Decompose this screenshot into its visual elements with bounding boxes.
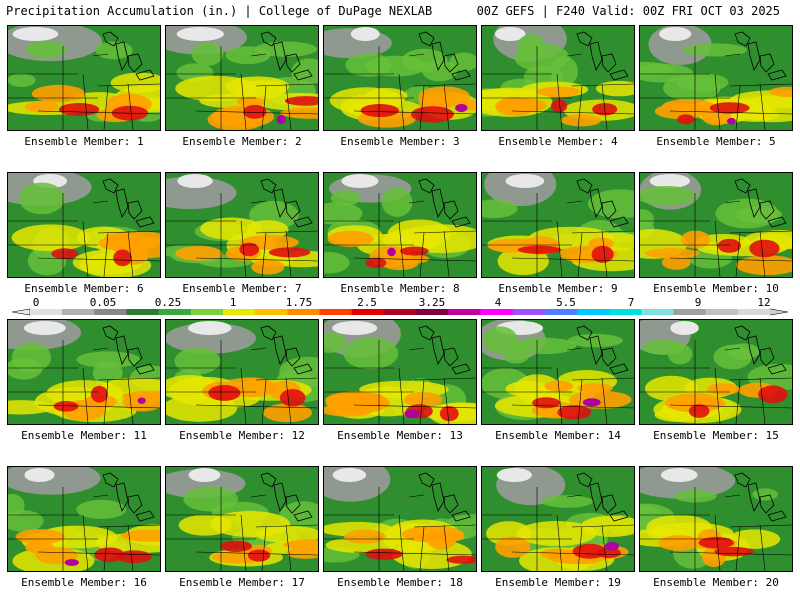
ensemble-member-map-17[interactable] [165,466,319,572]
scale-tick-label: 1 [230,296,237,309]
scale-swatch [448,309,481,315]
scale-swatch [609,309,642,315]
scale-swatch [30,309,63,315]
ensemble-member-label: Ensemble Member: 19 [495,576,621,589]
ensemble-member-map-3[interactable] [323,25,477,131]
scale-swatch [287,309,321,315]
ensemble-member-label: Ensemble Member: 18 [337,576,463,589]
scale-swatch [673,309,707,315]
scale-swatch [383,309,417,315]
scale-arrow-left [11,308,31,316]
color-scale-bar: 0 0.05 0.25 1 1.75 2.5 3.25 4 5.5 7 9 12 [11,296,789,316]
ensemble-member-label: Ensemble Member: 3 [340,135,460,148]
ensemble-member-label: Ensemble Member: 17 [179,576,305,589]
scale-swatch [62,309,95,315]
scale-tick-label: 5.5 [556,296,576,309]
scale-swatch [512,309,546,315]
scale-tick-label: 7 [628,296,635,309]
ensemble-member-label: Ensemble Member: 13 [337,429,463,442]
scale-arrow-right [769,308,789,316]
scale-tick-label: 9 [695,296,702,309]
ensemble-member-label: Ensemble Member: 5 [656,135,776,148]
scale-swatch [190,309,224,315]
ensemble-member-map-1[interactable] [7,25,161,131]
ensemble-member-label: Ensemble Member: 4 [498,135,618,148]
run-valid-time: 00Z GEFS | F240 Valid: 00Z FRI OCT 03 20… [476,4,780,18]
ensemble-member-map-20[interactable] [639,466,793,572]
ensemble-member-map-18[interactable] [323,466,477,572]
ensemble-member-label: Ensemble Member: 12 [179,429,305,442]
ensemble-member-map-7[interactable] [165,172,319,278]
ensemble-member-map-11[interactable] [7,319,161,425]
scale-swatch [158,309,192,315]
scale-swatch [351,309,385,315]
ensemble-member-label: Ensemble Member: 15 [653,429,779,442]
scale-tick-label: 0.05 [90,296,117,309]
ensemble-member-label: Ensemble Member: 9 [498,282,618,295]
ensemble-member-map-15[interactable] [639,319,793,425]
scale-swatch [126,309,160,315]
ensemble-member-map-10[interactable] [639,172,793,278]
scale-swatch [705,309,739,315]
ensemble-member-label: Ensemble Member: 10 [653,282,779,295]
scale-swatch [94,309,128,315]
ensemble-member-label: Ensemble Member: 14 [495,429,621,442]
ensemble-member-label: Ensemble Member: 1 [24,135,144,148]
scale-swatch [416,309,449,315]
scale-swatch [223,309,256,315]
map-title: Precipitation Accumulation (in.) | Colle… [6,4,433,18]
scale-swatch [480,309,514,315]
ensemble-member-map-14[interactable] [481,319,635,425]
scale-tick-label: 2.5 [357,296,377,309]
scale-tick-label: 3.25 [419,296,446,309]
scale-swatch [255,309,288,315]
scale-tick-label: 4 [495,296,502,309]
ensemble-member-map-4[interactable] [481,25,635,131]
ensemble-member-map-12[interactable] [165,319,319,425]
scale-swatch [641,309,674,315]
ensemble-member-map-8[interactable] [323,172,477,278]
scale-swatch [576,309,610,315]
ensemble-member-label: Ensemble Member: 8 [340,282,460,295]
scale-tick-label: 1.75 [286,296,313,309]
ensemble-member-label: Ensemble Member: 2 [182,135,302,148]
scale-tick-label: 12 [757,296,770,309]
scale-tick-label: 0 [33,296,40,309]
ensemble-member-map-5[interactable] [639,25,793,131]
ensemble-member-label: Ensemble Member: 11 [21,429,147,442]
ensemble-member-label: Ensemble Member: 16 [21,576,147,589]
ensemble-member-map-9[interactable] [481,172,635,278]
scale-swatch [544,309,578,315]
scale-swatch [737,309,771,315]
ensemble-member-map-16[interactable] [7,466,161,572]
ensemble-member-label: Ensemble Member: 20 [653,576,779,589]
ensemble-member-map-6[interactable] [7,172,161,278]
scale-tick-label: 0.25 [155,296,182,309]
ensemble-member-label: Ensemble Member: 7 [182,282,302,295]
ensemble-member-map-19[interactable] [481,466,635,572]
ensemble-member-map-2[interactable] [165,25,319,131]
ensemble-member-label: Ensemble Member: 6 [24,282,144,295]
scale-swatch [319,309,353,315]
ensemble-member-map-13[interactable] [323,319,477,425]
